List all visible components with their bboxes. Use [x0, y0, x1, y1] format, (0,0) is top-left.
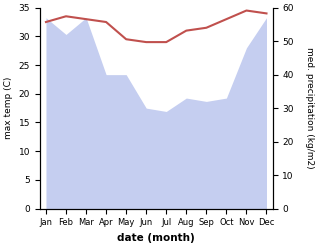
Y-axis label: med. precipitation (kg/m2): med. precipitation (kg/m2): [305, 47, 314, 169]
X-axis label: date (month): date (month): [117, 233, 195, 243]
Y-axis label: max temp (C): max temp (C): [4, 77, 13, 139]
